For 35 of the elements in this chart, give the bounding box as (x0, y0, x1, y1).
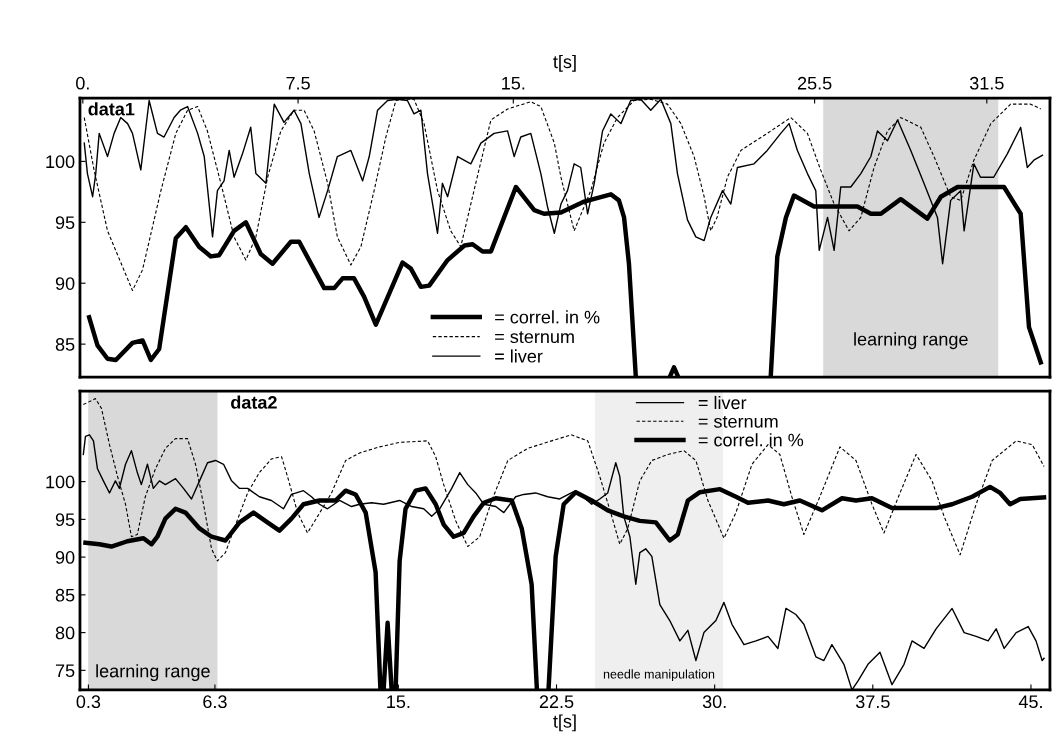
legend-label: = liver (495, 349, 543, 363)
y-tick-label: 90 (55, 551, 75, 564)
y-tick-label: 75 (55, 664, 75, 678)
x-tick-label: 7.5 (286, 77, 310, 90)
legend-label: = sternum (698, 415, 778, 428)
y-tick-label: 100 (46, 475, 75, 489)
x-axis-title: t[s] (553, 714, 576, 732)
x-tick-label: 0. (76, 76, 89, 90)
band-label: learning range (96, 664, 210, 682)
y-tick-label: 90 (55, 277, 75, 290)
y-tick-label: 95 (55, 216, 75, 230)
legend-label: = correl. in % (698, 433, 804, 447)
band-label: learning range (854, 332, 968, 350)
legend-label: = correl. in % (495, 310, 600, 324)
x-tick-label: 25.5 (797, 76, 832, 90)
chart-title: data2 (231, 395, 277, 409)
x-tick-label: 45. (1018, 695, 1042, 709)
x-axis-title: t[s] (553, 54, 576, 72)
chart-title: data1 (88, 102, 135, 116)
x-tick-label: 6.3 (203, 695, 227, 709)
x-tick-label: 30. (702, 695, 726, 709)
y-tick-label: 80 (55, 626, 75, 640)
x-tick-label: 22.5 (539, 695, 574, 709)
x-tick-label: 37.5 (855, 695, 890, 709)
y-tick-label: 85 (55, 588, 75, 602)
y-tick-label: 100 (46, 155, 75, 169)
y-tick-label: 85 (55, 338, 75, 351)
band-label: needle manipulation (603, 669, 715, 682)
legend-label: = liver (698, 395, 747, 410)
x-tick-label: 0.3 (76, 695, 101, 709)
x-tick-label: 15. (502, 77, 525, 90)
x-tick-label: 31.5 (969, 76, 1004, 90)
legend-label: = sternum (495, 331, 574, 344)
y-tick-label: 95 (55, 513, 75, 527)
x-tick-label: 15. (387, 695, 410, 709)
